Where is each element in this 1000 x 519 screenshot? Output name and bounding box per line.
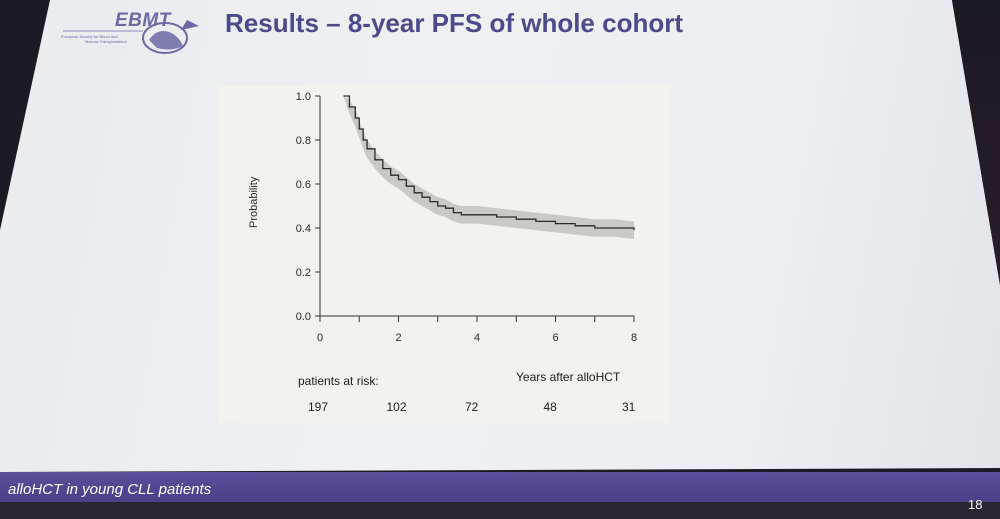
ebmt-logo: EBMT European Society for Blood and Marr… — [57, 10, 205, 56]
x-tick-label-0: 0 — [317, 332, 323, 344]
y-tick-label-1: 0.2 — [296, 267, 311, 279]
logo-caption-1: European Society for Blood and — [61, 34, 118, 39]
y-tick-label-3: 0.6 — [296, 179, 311, 191]
x-tick-label-4: 8 — [631, 332, 637, 344]
x-tick-label-2: 4 — [474, 332, 480, 344]
risk-count-1: 102 — [386, 400, 407, 414]
risk-count-0: 197 — [308, 400, 329, 414]
bottom-strip — [0, 502, 1000, 519]
y-tick-label-0: 0.0 — [296, 311, 311, 323]
risk-count-2: 72 — [465, 400, 479, 414]
footer-text: alloHCT in young CLL patients — [8, 481, 212, 498]
page-number: 18 — [968, 497, 983, 512]
logo-caption-2: Marrow Transplantation — [85, 39, 127, 44]
y-tick-label-5: 1.0 — [296, 91, 311, 103]
logo-text: EBMT — [115, 10, 171, 31]
plot-panel — [218, 86, 671, 423]
slide-title: Results – 8-year PFS of whole cohort — [225, 8, 683, 38]
y-axis-label: Probability — [248, 176, 260, 228]
risk-count-4: 31 — [622, 400, 636, 414]
x-tick-label-1: 2 — [395, 332, 401, 344]
risk-count-3: 48 — [543, 400, 557, 414]
x-tick-label-3: 6 — [552, 332, 558, 344]
x-axis-label: Years after alloHCT — [516, 370, 621, 384]
y-tick-label-2: 0.4 — [296, 223, 311, 235]
confidence-band-0 — [343, 96, 634, 239]
y-tick-label-4: 0.8 — [296, 135, 311, 147]
survival-curve-0 — [343, 95, 635, 231]
footer-bar — [0, 472, 1000, 502]
risk-table-label: patients at risk: — [298, 374, 379, 388]
